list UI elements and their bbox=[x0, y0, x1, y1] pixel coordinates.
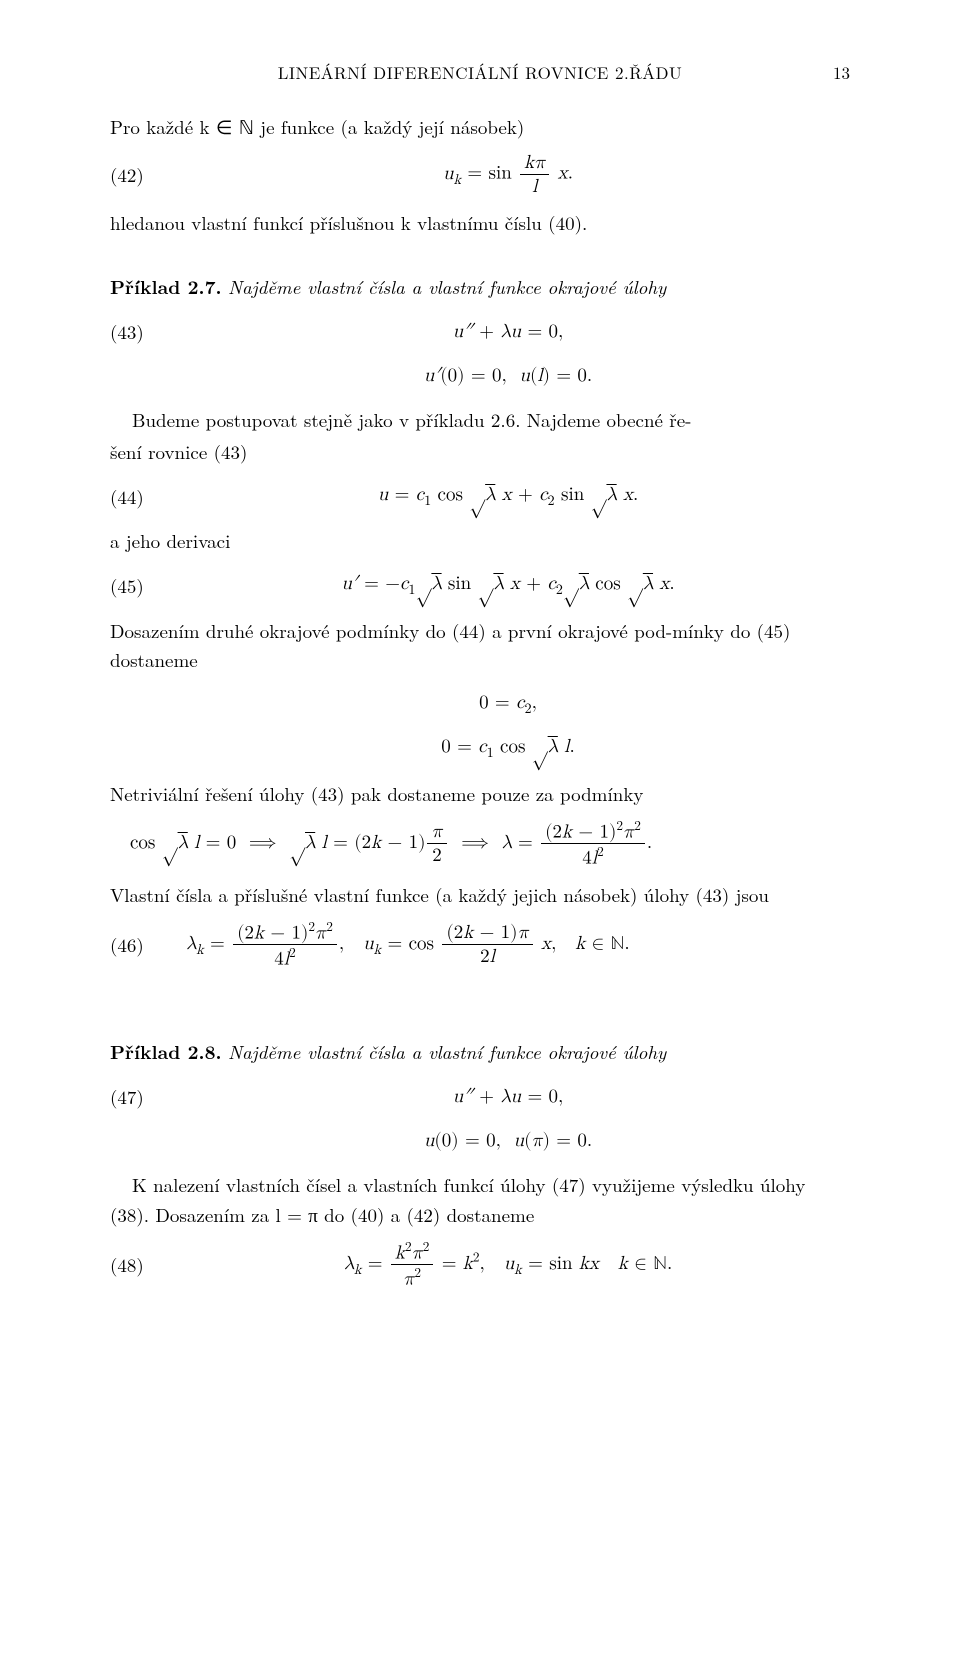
text: Budeme postupovat stejně jako v příkladu… bbox=[132, 406, 692, 433]
equation-body: uk = sin kπl x. bbox=[166, 151, 850, 198]
equation-body: 0 = c2, bbox=[166, 691, 850, 718]
equation-body: λk = k2π2π2 = k2, uk = sin kx k ∈ ℕ. bbox=[166, 1239, 850, 1291]
page: LINEÁRNÍ DIFERENCIÁLNÍ ROVNICE 2.ŘÁDU 13… bbox=[0, 0, 960, 1654]
paragraph: Pro každé k ∈ ℕ je funkce (a každý její … bbox=[110, 112, 850, 141]
paragraph: Budeme postupovat stejně jako v příkladu… bbox=[110, 405, 850, 434]
paragraph: šení rovnice (43) bbox=[110, 437, 850, 466]
equation-42: (42) uk = sin kπl x. bbox=[110, 151, 850, 198]
equation-number: (48) bbox=[110, 1251, 166, 1278]
example-text: Najděme vlastní čísla a vlastní funkce o… bbox=[228, 273, 666, 300]
equation-body: u′ = −c1√λ sin √λ x + c2√λ cos √λ x. bbox=[166, 572, 850, 599]
equation-number: (44) bbox=[110, 483, 166, 510]
equation-47: (47) u″ + λu = 0, bbox=[110, 1076, 850, 1116]
equation-46: (46) λk = (2k − 1)2π24l2, uk = cos (2k −… bbox=[110, 919, 850, 971]
equation-43-bc: u′(0) = 0, u(l) = 0. bbox=[110, 355, 850, 395]
equation-43: (43) u″ + λu = 0, bbox=[110, 311, 850, 351]
equation-body: u′(0) = 0, u(l) = 0. bbox=[166, 364, 850, 387]
example-text: Najděme vlastní čísla a vlastní funkce o… bbox=[228, 1038, 666, 1065]
page-number: 13 bbox=[833, 60, 850, 84]
equation-45: (45) u′ = −c1√λ sin √λ x + c2√λ cos √λ x… bbox=[110, 566, 850, 606]
equation-unnum: 0 = c2, bbox=[110, 685, 850, 725]
equation-47-bc: u(0) = 0, u(π) = 0. bbox=[110, 1120, 850, 1160]
equation-number: (43) bbox=[110, 318, 166, 345]
equation-body: u″ + λu = 0, bbox=[166, 320, 850, 343]
equation-44: (44) u = c1 cos √λ x + c2 sin √λ x. bbox=[110, 476, 850, 516]
paragraph: Netriviální řešení úlohy (43) pak dostan… bbox=[110, 779, 850, 808]
equation-48: (48) λk = k2π2π2 = k2, uk = sin kx k ∈ ℕ… bbox=[110, 1239, 850, 1291]
equation-body: λk = (2k − 1)2π24l2, uk = cos (2k − 1)π2… bbox=[166, 919, 850, 971]
example-label: Příklad 2.7. bbox=[110, 272, 222, 300]
paragraph: a jeho derivaci bbox=[110, 526, 850, 555]
equation-body: u″ + λu = 0, bbox=[166, 1085, 850, 1108]
paragraph: K nalezení vlastních čísel a vlastních f… bbox=[110, 1170, 850, 1229]
equation-cond: cos √λ l = 0 ⟹ √λ l = (2k − 1)π2 ⟹ λ = (… bbox=[110, 818, 850, 870]
equation-number: (42) bbox=[110, 161, 166, 188]
equation-body: 0 = c1 cos √λ l. bbox=[166, 735, 850, 762]
equation-unnum: 0 = c1 cos √λ l. bbox=[110, 729, 850, 769]
equation-body: u(0) = 0, u(π) = 0. bbox=[166, 1129, 850, 1152]
running-header: LINEÁRNÍ DIFERENCIÁLNÍ ROVNICE 2.ŘÁDU 13 bbox=[110, 60, 850, 84]
paragraph: Vlastní čísla a příslušné vlastní funkce… bbox=[110, 880, 850, 909]
example-heading: Příklad 2.7. Najděme vlastní čísla a vla… bbox=[110, 272, 850, 301]
paragraph: hledanou vlastní funkcí příslušnou k vla… bbox=[110, 208, 850, 237]
equation-body: u = c1 cos √λ x + c2 sin √λ x. bbox=[166, 483, 850, 510]
equation-number: (46) bbox=[110, 931, 166, 958]
example-label: Příklad 2.8. bbox=[110, 1037, 222, 1065]
equation-number: (45) bbox=[110, 572, 166, 599]
equation-body: cos √λ l = 0 ⟹ √λ l = (2k − 1)π2 ⟹ λ = (… bbox=[110, 818, 850, 870]
header-title: LINEÁRNÍ DIFERENCIÁLNÍ ROVNICE 2.ŘÁDU bbox=[278, 60, 683, 84]
example-heading: Příklad 2.8. Najděme vlastní čísla a vla… bbox=[110, 1037, 850, 1066]
equation-number: (47) bbox=[110, 1083, 166, 1110]
paragraph: Dosazením druhé okrajové podmínky do (44… bbox=[110, 616, 850, 675]
